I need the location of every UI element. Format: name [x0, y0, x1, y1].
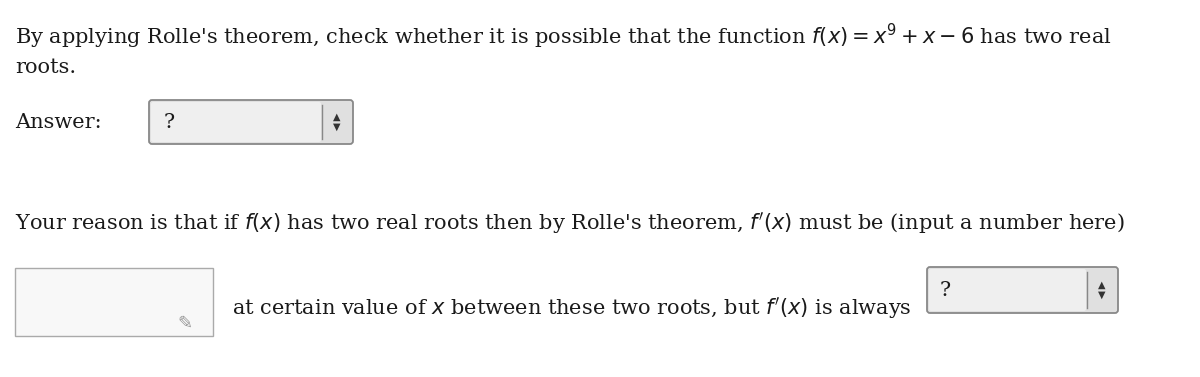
Text: roots.: roots. [14, 58, 76, 77]
Text: ▲: ▲ [1098, 280, 1105, 290]
Text: ▼: ▼ [1098, 290, 1105, 300]
FancyBboxPatch shape [149, 100, 353, 144]
Text: ▲: ▲ [334, 112, 341, 122]
FancyBboxPatch shape [929, 269, 1086, 311]
Text: ▼: ▼ [334, 122, 341, 132]
FancyBboxPatch shape [928, 267, 1118, 313]
FancyBboxPatch shape [151, 102, 322, 142]
FancyBboxPatch shape [14, 268, 214, 336]
Text: ✎: ✎ [178, 315, 192, 333]
Text: ?: ? [940, 280, 952, 299]
Text: ?: ? [164, 112, 175, 132]
Text: at certain value of $x$ between these two roots, but $f'(x)$ is always: at certain value of $x$ between these tw… [232, 295, 912, 321]
Text: By applying Rolle's theorem, check whether it is possible that the function $f(x: By applying Rolle's theorem, check wheth… [14, 22, 1111, 51]
Text: Your reason is that if $f(x)$ has two real roots then by Rolle's theorem, $f'(x): Your reason is that if $f(x)$ has two re… [14, 210, 1124, 236]
Text: Answer:: Answer: [14, 112, 102, 132]
